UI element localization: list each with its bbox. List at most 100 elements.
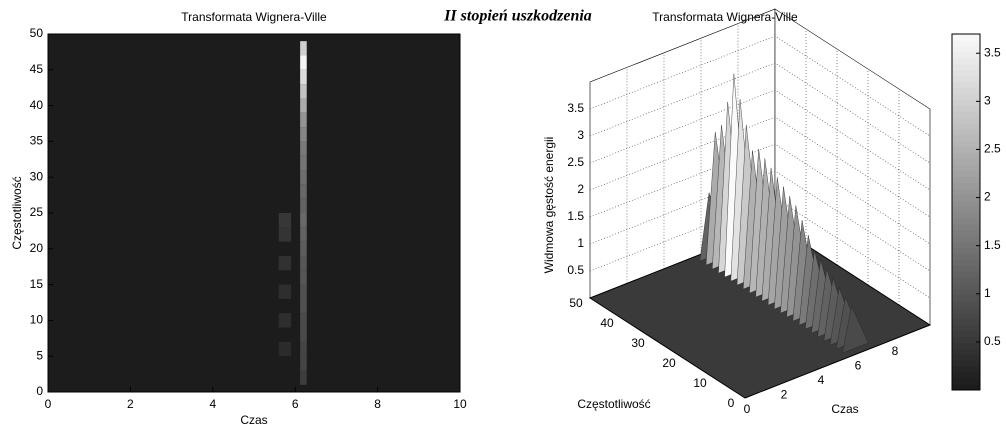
y-tick-label: 5 bbox=[36, 348, 43, 362]
heat-cell bbox=[278, 313, 292, 328]
colorbar-cell bbox=[952, 217, 980, 225]
colorbar-cell bbox=[952, 188, 980, 195]
colorbar-cell bbox=[952, 63, 980, 71]
y-tick-label: 45 bbox=[30, 62, 44, 76]
colorbar-cell bbox=[952, 194, 980, 201]
heat-cell bbox=[300, 198, 307, 213]
z-tick-label: 2.5 bbox=[567, 155, 584, 169]
colorbar-frame bbox=[951, 33, 981, 391]
colorbar-cell bbox=[952, 378, 980, 385]
plot-area bbox=[48, 34, 460, 392]
colorbar-tick-label: 3 bbox=[984, 94, 991, 108]
heat-cell bbox=[300, 170, 307, 185]
z-tick-label: 1.5 bbox=[567, 209, 584, 223]
colorbar-cell bbox=[952, 51, 980, 59]
z-tick-label: 1 bbox=[577, 236, 584, 250]
y-tick-label: 35 bbox=[30, 134, 44, 148]
heat-cell bbox=[300, 313, 307, 328]
z-tick-label: 3.5 bbox=[567, 101, 584, 115]
colorbar-cell bbox=[952, 312, 980, 320]
colorbar-cell bbox=[952, 140, 980, 148]
heat-cell bbox=[300, 327, 307, 342]
colorbar-tick-label: 1.5 bbox=[984, 238, 1001, 252]
heat-cell bbox=[278, 227, 292, 242]
y-tick-label: 50 bbox=[569, 296, 583, 310]
y-tick-label: 10 bbox=[693, 376, 707, 390]
colorbar-cell bbox=[952, 318, 980, 326]
heat-cell bbox=[300, 69, 307, 85]
colorbar-cell bbox=[952, 206, 980, 213]
y-tick-label: 25 bbox=[30, 205, 44, 219]
y-tick-label: 20 bbox=[662, 356, 676, 370]
x-tick-label: 0 bbox=[45, 397, 52, 411]
x-tick-label: 8 bbox=[892, 344, 899, 358]
colorbar-cell bbox=[952, 200, 980, 207]
colorbar-cell bbox=[952, 241, 980, 249]
colorbar-cell bbox=[952, 69, 980, 77]
colorbar-cell bbox=[952, 164, 980, 171]
x-tick-label: 10 bbox=[453, 397, 467, 411]
colorbar-cell bbox=[952, 283, 980, 290]
colorbar-cell bbox=[952, 360, 980, 367]
x-tick-label: 0 bbox=[744, 402, 751, 416]
colorbar-cell bbox=[952, 81, 980, 88]
heat-cell bbox=[300, 356, 307, 371]
colorbar-cell bbox=[952, 289, 980, 296]
colorbar-cell bbox=[952, 57, 980, 65]
colorbar-cell bbox=[952, 306, 980, 314]
colorbar-cell bbox=[952, 75, 980, 82]
y-tick-label: 0 bbox=[36, 384, 43, 398]
colorbar-cell bbox=[952, 182, 980, 189]
y-tick-label: 10 bbox=[30, 313, 44, 327]
x-tick-label: 2 bbox=[781, 388, 788, 402]
colorbar-cell bbox=[952, 176, 980, 183]
y-tick-label: 0 bbox=[728, 396, 735, 410]
x-tick-label: 4 bbox=[818, 373, 825, 387]
heat-cell bbox=[300, 341, 307, 357]
colorbar-cell bbox=[952, 324, 980, 332]
colorbar-cell bbox=[952, 330, 980, 338]
colorbar-cell bbox=[952, 212, 980, 219]
chart-title: Transformata Wignera-Ville bbox=[181, 10, 327, 24]
colorbar-tick-label: 0.5 bbox=[984, 334, 1001, 348]
colorbar-cell bbox=[952, 229, 980, 237]
heat-cell bbox=[300, 213, 307, 228]
y-tick-label: 50 bbox=[30, 26, 44, 40]
colorbar-cell bbox=[952, 223, 980, 231]
x-tick-label: 4 bbox=[209, 397, 216, 411]
colorbar-cell bbox=[952, 342, 980, 349]
y-axis-label: Częstotliwość bbox=[10, 176, 24, 249]
y-tick-label: 40 bbox=[600, 316, 614, 330]
colorbar-cell bbox=[952, 134, 980, 142]
colorbar-tick-label: 3.5 bbox=[984, 45, 1001, 59]
colorbar-cell bbox=[952, 235, 980, 243]
heat-cell bbox=[300, 370, 307, 385]
heat-cell bbox=[300, 255, 307, 271]
colorbar-cell bbox=[952, 247, 980, 255]
x-tick-label: 2 bbox=[127, 397, 134, 411]
colorbar-cell bbox=[952, 99, 980, 106]
z-tick-label: 2 bbox=[577, 182, 584, 196]
colorbar-tick-label: 2 bbox=[984, 190, 991, 204]
colorbar-cell bbox=[952, 271, 980, 278]
heat-cell bbox=[300, 84, 307, 99]
chart-title: Transformata Wignera-Ville bbox=[652, 10, 798, 24]
heat-cell bbox=[300, 298, 307, 314]
colorbar-cell bbox=[952, 152, 980, 160]
colorbar-cell bbox=[952, 348, 980, 355]
z-tick-label: 0.5 bbox=[567, 263, 584, 277]
y-tick-label: 15 bbox=[30, 277, 44, 291]
colorbar-cell bbox=[952, 354, 980, 361]
colorbar-cell bbox=[952, 372, 980, 379]
heat-cell bbox=[278, 284, 292, 299]
colorbar-cell bbox=[952, 384, 980, 391]
x-axis-label: Czas bbox=[831, 402, 858, 416]
colorbar-cell bbox=[952, 39, 980, 47]
heat-cell bbox=[300, 141, 307, 156]
colorbar-cell bbox=[952, 366, 980, 373]
heat-cell bbox=[300, 155, 307, 171]
colorbar-tick-label: 1 bbox=[984, 286, 991, 300]
colorbar-cell bbox=[952, 301, 980, 308]
colorbar-tick-label: 2.5 bbox=[984, 142, 1001, 156]
